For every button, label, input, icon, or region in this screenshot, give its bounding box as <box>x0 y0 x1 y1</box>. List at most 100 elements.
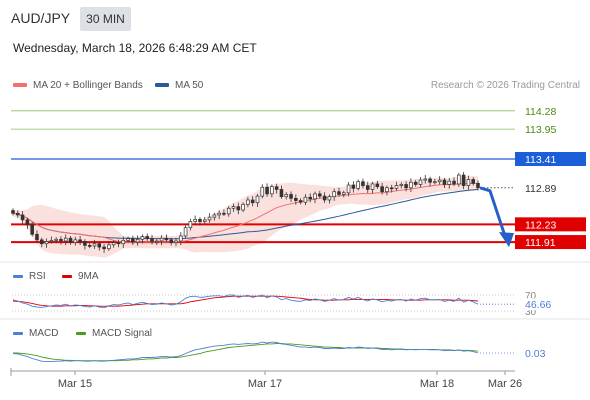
candle-body <box>102 246 106 250</box>
projection-arrow-shaft <box>479 186 507 237</box>
candle-body <box>308 196 313 200</box>
candle-body <box>126 238 130 241</box>
candle-body <box>145 236 150 240</box>
9ma-swatch <box>62 274 72 278</box>
candle <box>164 234 169 243</box>
candle <box>332 188 336 201</box>
candle-body <box>313 193 317 200</box>
candle <box>226 206 231 217</box>
candle-body <box>236 206 241 211</box>
candle-body <box>351 184 356 189</box>
level-112-89-label: 112.89 <box>525 183 556 195</box>
level-111-91-box <box>515 235 586 250</box>
candle <box>87 242 92 249</box>
candle <box>294 194 298 205</box>
legend-9ma-label: 9MA <box>78 271 99 282</box>
candle <box>111 240 116 248</box>
candle-body <box>107 244 111 250</box>
candle <box>73 236 78 246</box>
timeframe-badge[interactable]: 30 MIN <box>80 7 131 31</box>
candle-body <box>231 206 236 209</box>
candle-body <box>375 183 380 188</box>
candle <box>188 218 193 231</box>
candle <box>418 177 423 188</box>
macd-current-label: 0.03 <box>525 348 546 360</box>
candle-body <box>303 196 308 203</box>
candle-body <box>226 207 231 215</box>
candle-body <box>423 178 428 181</box>
candle-body <box>279 189 284 198</box>
candle <box>270 184 274 198</box>
level-113-41-box <box>515 152 586 167</box>
candle-body <box>332 191 336 198</box>
candle <box>135 235 140 246</box>
candle <box>351 181 356 193</box>
candle-body <box>83 241 87 246</box>
candle <box>413 180 418 187</box>
rsi-line <box>12 294 479 309</box>
candle <box>178 232 183 246</box>
candle <box>131 235 135 245</box>
candle-body <box>380 186 384 193</box>
candle <box>452 177 456 187</box>
candle <box>327 194 332 204</box>
candle <box>255 193 260 207</box>
candle <box>145 233 150 241</box>
candle-body <box>198 219 202 222</box>
candle-body <box>92 243 97 247</box>
candle-body <box>428 178 432 183</box>
candle <box>341 190 346 198</box>
candle <box>423 175 428 184</box>
candle <box>102 244 106 253</box>
candle <box>150 234 154 245</box>
candle-body <box>413 181 418 185</box>
candle <box>313 191 317 204</box>
candle-body <box>327 196 332 201</box>
candle <box>447 178 452 189</box>
rsi-current-label: 46.66 <box>525 299 551 311</box>
candle <box>370 181 375 194</box>
candle-body <box>361 181 365 186</box>
macd-line <box>12 341 479 363</box>
candle-body <box>452 180 456 185</box>
candle <box>380 182 384 195</box>
candle <box>246 196 250 208</box>
rsi-level-30-label: 30 <box>525 307 537 318</box>
candle <box>169 237 173 246</box>
candle <box>49 236 54 244</box>
candle-body <box>202 219 207 222</box>
candle-body <box>217 212 221 216</box>
candle <box>236 202 241 215</box>
candle <box>126 236 130 243</box>
candle-body <box>370 183 375 190</box>
candle <box>231 203 236 212</box>
candle <box>140 234 145 244</box>
candle-body <box>35 233 39 241</box>
candle-body <box>169 239 173 243</box>
candle-body <box>318 193 322 197</box>
candle-body <box>49 240 54 242</box>
candle-body <box>121 240 126 245</box>
candle <box>250 196 255 207</box>
candle-body <box>183 227 188 237</box>
candle <box>322 192 327 203</box>
candle <box>265 183 269 197</box>
candle <box>394 181 399 191</box>
candle-body <box>274 186 279 190</box>
candle <box>361 178 365 189</box>
candle-body <box>250 199 255 204</box>
candle <box>25 217 30 230</box>
candle-body <box>289 194 293 199</box>
candle-body <box>385 187 389 193</box>
candle-body <box>11 210 15 214</box>
legend-macd-signal-label: MACD Signal <box>92 328 153 339</box>
candle <box>68 235 73 245</box>
candle-body <box>447 180 452 185</box>
candle-body <box>471 179 475 184</box>
candle-body <box>246 199 250 205</box>
candle-body <box>164 237 169 241</box>
candle-body <box>68 237 73 243</box>
candle-body <box>39 239 44 245</box>
candle <box>159 235 164 246</box>
